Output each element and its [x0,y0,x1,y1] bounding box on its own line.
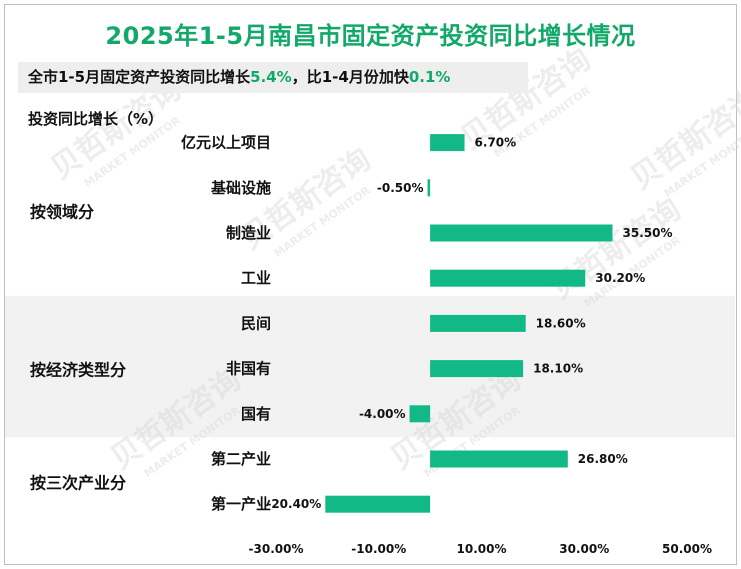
bar [430,314,526,332]
x-tick-label: 50.00% [662,542,712,556]
data-label: 18.10% [533,362,583,376]
bar [430,134,465,152]
summary-value-1: 5.4% [250,68,292,86]
group-label: 按经济类型分 [30,361,126,380]
group-label: 按三次产业分 [30,474,126,493]
x-tick-label: 30.00% [559,542,609,556]
summary-banner: 全市1-5月固定资产投资同比增长5.4%，比1-4月份加快0.1% [18,62,528,93]
category-label: 国有 [241,405,271,423]
data-label: -4.00% [359,407,406,421]
summary-value-2: 0.1% [408,68,451,86]
data-label: 35.50% [623,226,673,240]
bar [427,179,431,197]
category-label: 基础设施 [210,179,271,197]
category-label: 工业 [241,269,271,287]
x-tick-label: -30.00% [249,542,304,556]
bar [409,405,431,423]
data-label: -20.40% [266,497,321,511]
data-label: 30.20% [595,271,645,285]
bar [430,269,586,287]
x-tick-label: 10.00% [457,542,507,556]
group-label: 按领域分 [30,202,94,221]
category-label: 第二产业 [211,450,271,468]
category-label: 制造业 [226,224,271,242]
x-tick-label: -10.00% [351,542,406,556]
summary-text-2: ，比1-4月份加快 [291,68,409,86]
category-label: 亿元以上项目 [181,134,271,152]
data-label: 18.60% [536,316,586,330]
group-band [5,295,735,438]
chart-frame [4,4,737,565]
bar [430,360,524,378]
bar [430,224,613,242]
bar [325,495,431,513]
category-label: 第一产业 [211,495,271,513]
category-label: 民间 [241,314,271,332]
bar [430,450,568,468]
category-label: 非国有 [226,360,271,378]
data-label: 6.70% [475,136,517,150]
chart-title: 2025年1-5月南昌市固定资产投资同比增长情况 [105,22,636,50]
data-label: -0.50% [377,181,424,195]
summary-text-1: 全市1-5月固定资产投资同比增长 [28,68,251,86]
y-axis-label: 投资同比增长（%） [28,110,164,128]
data-label: 26.80% [578,452,628,466]
